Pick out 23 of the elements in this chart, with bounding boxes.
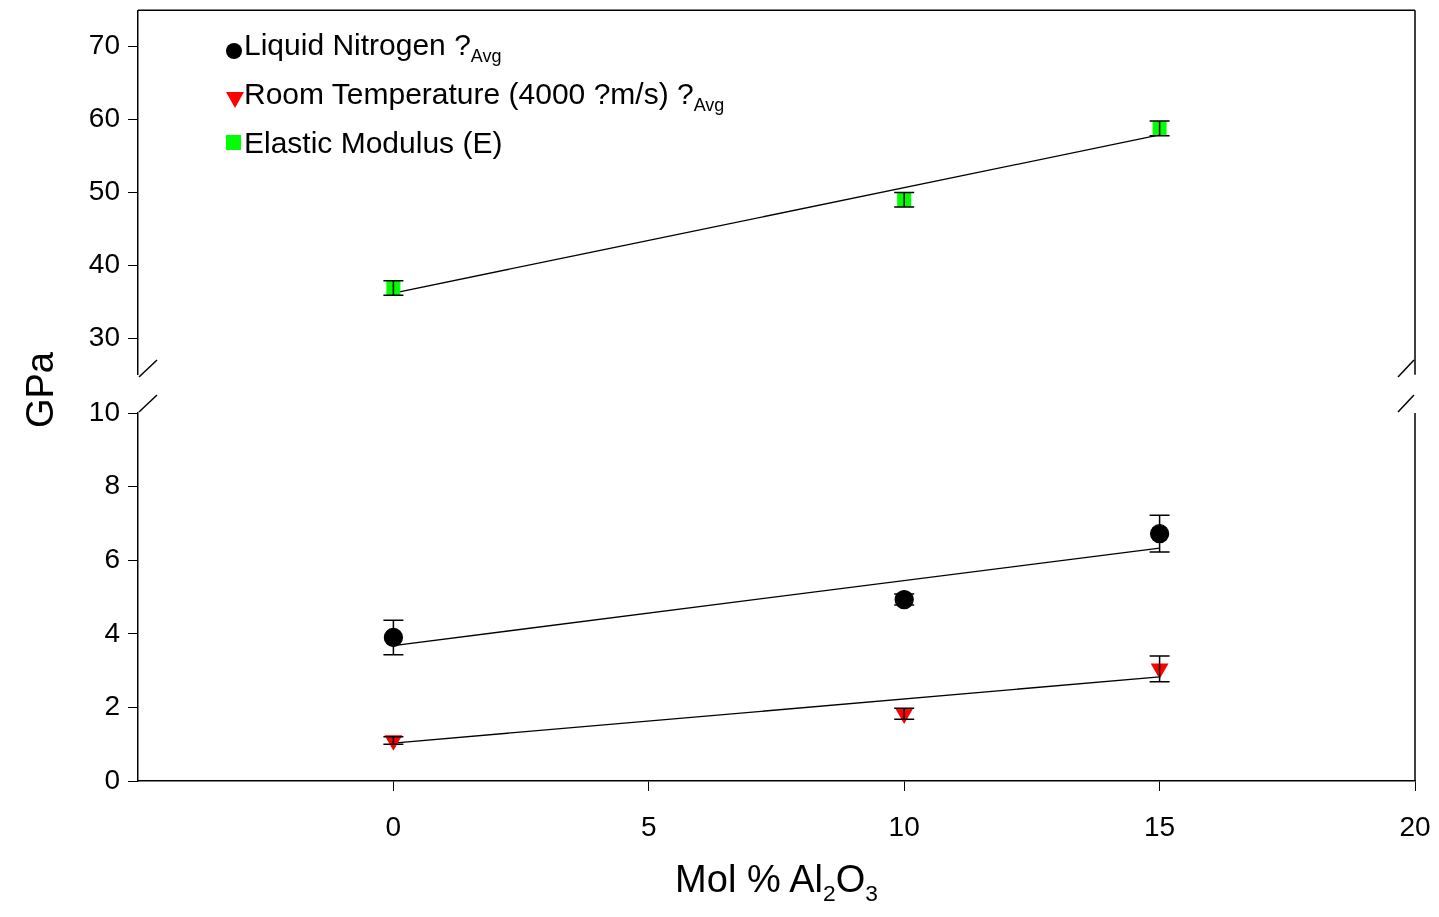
- y-tick-label: 6: [104, 542, 120, 574]
- y-tick-label: 4: [104, 616, 120, 648]
- point: [1149, 524, 1170, 544]
- y-tick-label: 30: [88, 320, 120, 352]
- y-tick-label: 40: [88, 248, 120, 280]
- y-tick-label: 0: [104, 763, 120, 795]
- point: [383, 627, 404, 648]
- y-axis-title: GPa: [19, 351, 61, 431]
- x-tick-label: 5: [641, 810, 657, 842]
- y-tick-label: 2: [104, 690, 120, 722]
- y-tick-label: 50: [88, 175, 120, 207]
- text: Room Temperature (4000 ?m/s) ?$_{Avg}$: [244, 77, 725, 115]
- y-tick-label: 60: [88, 102, 120, 134]
- y-tick-label: 70: [88, 29, 120, 61]
- x-axis-title: Mol % Al$_{2}$O$_{3}$: [674, 858, 879, 907]
- x-tick-label: 20: [1399, 810, 1431, 842]
- y-tick-label: 10: [88, 395, 120, 427]
- x-tick-label: 15: [1144, 810, 1176, 842]
- text: Liquid Nitrogen ?$_{Avg}$: [244, 28, 502, 66]
- x-tick-label: 10: [888, 810, 920, 842]
- legend-label: Elastic Modulus (E): [244, 125, 503, 161]
- x-tick-label: 0: [385, 810, 402, 842]
- y-tick-label: 8: [104, 469, 120, 501]
